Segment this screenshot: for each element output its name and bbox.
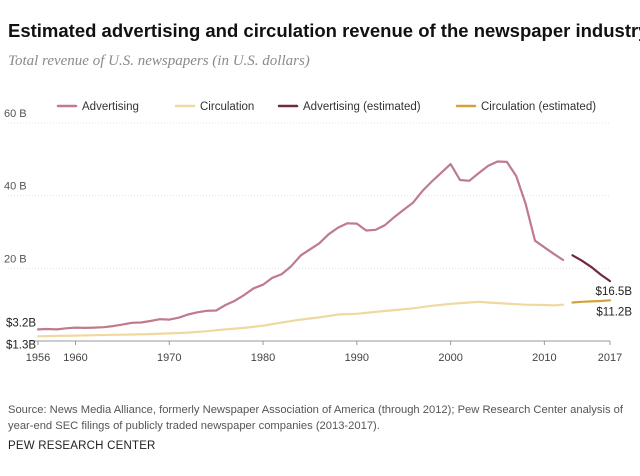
series-line-4 [571, 299, 612, 304]
legend-label: Circulation (estimated) [481, 101, 596, 113]
y-tick-label: 20 B [4, 253, 27, 265]
series-line-1 [36, 160, 565, 331]
x-tick-label: 2010 [532, 352, 556, 364]
x-tick-label: 1956 [26, 352, 50, 364]
value-annotation: $11.2B [596, 306, 632, 318]
y-tick-label: 60 B [4, 108, 27, 120]
credit-line: PEW RESEARCH CENTER [8, 440, 156, 452]
y-tick-label: 40 B [4, 181, 27, 193]
x-tick-label: 2000 [438, 352, 462, 364]
x-tick-label: 1990 [345, 352, 369, 364]
value-annotation: $1.3B [6, 339, 36, 351]
series-line-2 [36, 300, 565, 338]
x-tick-label: 2017 [598, 352, 622, 364]
x-tick-label: 1980 [251, 352, 275, 364]
series-line-3 [571, 254, 612, 283]
source-note: Source: News Media Alliance, formerly Ne… [8, 404, 623, 432]
value-annotation: $16.5B [596, 286, 633, 298]
line-chart: 20 B 40 B 60 B 1956 1960 1970 1980 1990 2000 2010… [4, 101, 633, 364]
legend-label: Circulation [200, 101, 254, 113]
x-tick-label: 1960 [63, 352, 87, 364]
value-annotation: $3.2B [6, 317, 36, 329]
legend-label: Advertising [82, 101, 139, 113]
legend-label: Advertising (estimated) [303, 101, 421, 113]
x-tick-label: 1970 [157, 352, 181, 364]
chart-title: Estimated advertising and circulation re… [8, 20, 640, 41]
chart-subtitle: Total revenue of U.S. newspapers (in U.S… [8, 53, 310, 69]
